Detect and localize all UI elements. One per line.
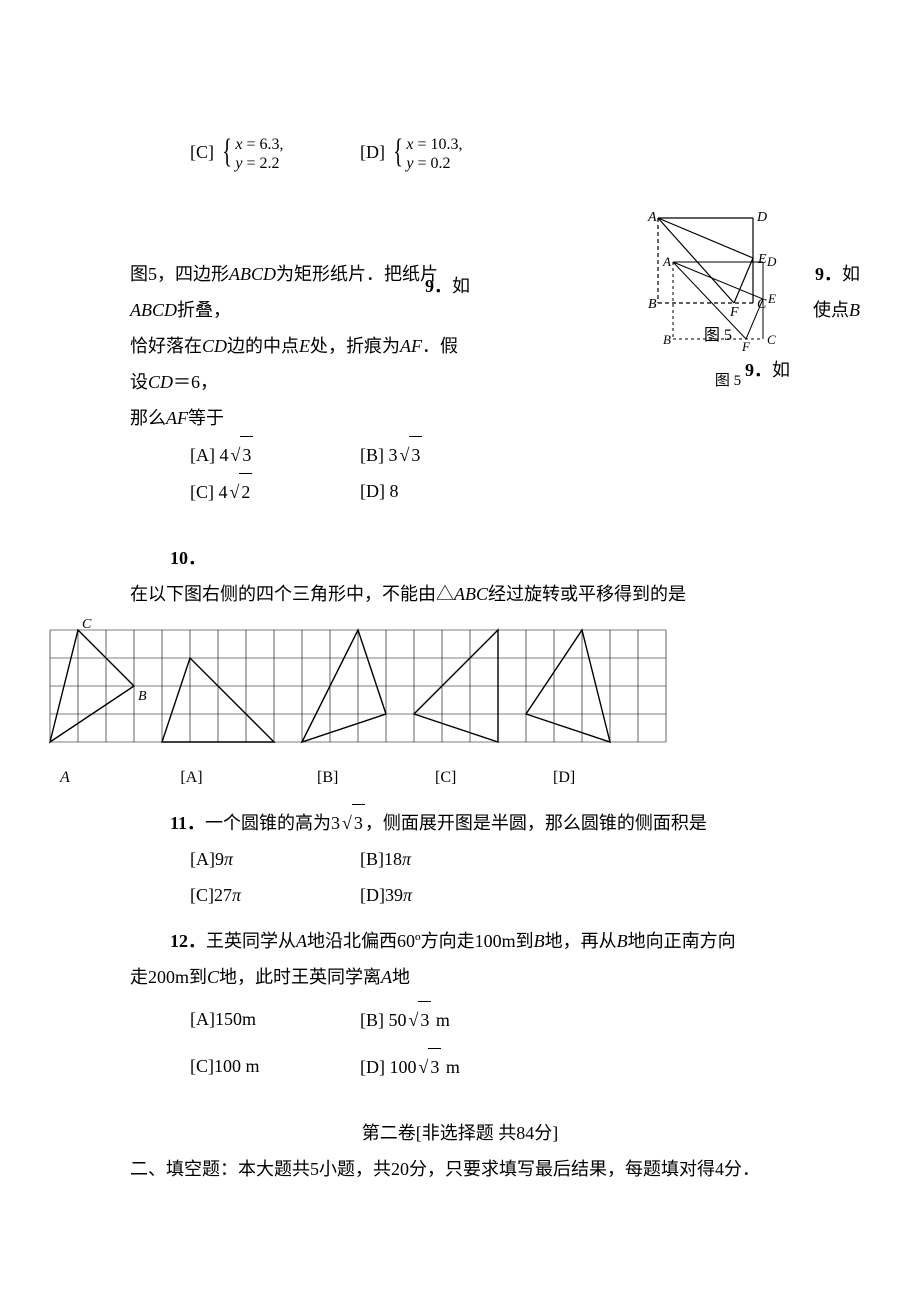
q10-figure: CB (40, 618, 790, 760)
q12-option-d: [D] 100√3 m (360, 1048, 560, 1085)
q9-option-a: [A] 4√3 (190, 436, 360, 473)
q9-option-d: [D] 8 (360, 473, 560, 510)
q11-option-a: [A]9π (190, 841, 360, 877)
q9-right-text-2: 使点B (813, 292, 860, 328)
q11-option-b: [B]18π (360, 841, 560, 877)
svg-text:D: D (766, 254, 777, 269)
section2-fillin-instruction: 二、填空题：本大题共5小题，共20分，只要求填写最后结果，每题填对得4分． (130, 1151, 790, 1187)
q11-options-ab: [A]9π [B]18π (190, 841, 790, 877)
q9-right-text-1: 9．如 (815, 256, 860, 292)
q8-optD-label: [D] (360, 142, 385, 162)
q8-option-d: [D] { x = 10.3, y = 0.2 (360, 120, 560, 188)
q9-figure-wrap: A D B C E F 图 5 (658, 254, 798, 396)
svg-text:A: A (662, 254, 671, 269)
left-brace-icon: { (222, 118, 232, 186)
q12-option-c: [C]100 m (190, 1048, 360, 1085)
svg-text:E: E (767, 291, 776, 306)
q12-option-b: [B] 50√3 m (360, 1001, 560, 1038)
svg-text:B: B (138, 689, 147, 704)
q12-option-a: [A]150m (190, 1001, 360, 1038)
svg-text:F: F (741, 339, 751, 354)
q8-optC-system: x = 6.3, y = 2.2 (235, 135, 283, 173)
q9-option-c: [C] 4√2 (190, 473, 360, 510)
q11-block: 11．一个圆锥的高为3√3，侧面展开图是半圆，那么圆锥的侧面积是 (170, 804, 790, 841)
q11-option-c: [C]27π (190, 877, 360, 913)
q8-options-row-cd: [C] { x = 6.3, y = 2.2 [D] { x = 10.3, y… (190, 120, 790, 188)
label-D: D (756, 210, 767, 225)
q12-number: 12． (170, 931, 206, 951)
q12-options-cd: [C]100 m [D] 100√3 m (190, 1048, 790, 1085)
left-brace-icon: { (393, 118, 403, 186)
q9-options-ab: [A] 4√3 [B] 3√3 (190, 436, 790, 473)
q10-option-labels: A [A] [B] [C] [D] (40, 762, 790, 794)
q10-block: 10． 在以下图右侧的四个三角形中，不能由△ABC经过旋转或平移得到的是 CB … (130, 540, 790, 794)
section2-title: 第二卷[非选择题 共84分] (130, 1115, 790, 1151)
q12-block: 12．王英同学从A地沿北偏西60º方向走100m到B地，再从B地向正南方向 走2… (130, 923, 790, 995)
q9-options-cd: [C] 4√2 [D] 8 (190, 473, 790, 510)
page: [C] { x = 6.3, y = 2.2 [D] { x = 10.3, y… (0, 0, 920, 1267)
q8-optC-label: [C] (190, 142, 214, 162)
svg-text:C: C (767, 332, 776, 347)
q11-number: 11． (170, 813, 205, 833)
q12-options-ab: [A]150m [B] 50√3 m (190, 1001, 790, 1038)
q8-optD-system: x = 10.3, y = 0.2 (406, 135, 462, 173)
label-A: A (647, 210, 657, 225)
q9-container: A D B C E F 图 5 9．如 使点B 图5，四边形ABCD为矩形纸片．… (130, 254, 790, 436)
q11-option-d: [D]39π (360, 877, 560, 913)
q8-option-c: [C] { x = 6.3, y = 2.2 (190, 120, 360, 188)
q9-svg: A D B C E F (658, 254, 798, 354)
q9-option-b: [B] 3√3 (360, 436, 560, 473)
q11-options-cd: [C]27π [D]39π (190, 877, 790, 913)
svg-text:B: B (663, 332, 671, 347)
q10-number: 10． (170, 548, 206, 568)
q10-grid-svg: CB (40, 618, 676, 748)
svg-text:C: C (82, 618, 92, 632)
